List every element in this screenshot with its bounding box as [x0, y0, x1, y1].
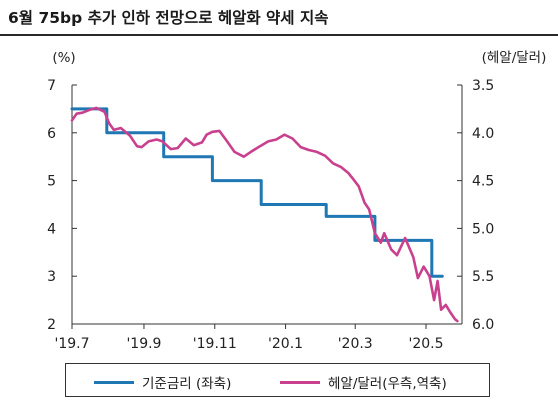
legend-swatch-brl-usd — [280, 381, 320, 384]
right-axis-unit: (헤알/달러) — [482, 50, 547, 66]
left-tick-label: 3 — [47, 269, 56, 285]
left-tick-label: 2 — [47, 317, 56, 333]
left-tick-label: 4 — [47, 221, 56, 237]
x-tick-label: '20.1 — [268, 336, 303, 352]
right-tick-label: 5.5 — [472, 269, 494, 285]
legend-swatch-policy-rate — [94, 381, 134, 384]
legend-label-policy-rate: 기준금리 (좌축) — [142, 376, 232, 392]
right-tick-label: 4.5 — [472, 174, 494, 190]
x-tick-label: '20.5 — [409, 336, 444, 352]
left-tick-label: 7 — [47, 78, 56, 94]
x-tick-label: '19.11 — [193, 336, 237, 352]
chart-legend: 기준금리 (좌축) 헤알/달러(우측,역축) — [65, 363, 490, 397]
x-tick-label: '19.9 — [126, 336, 161, 352]
left-tick-label: 6 — [47, 126, 56, 142]
right-tick-label: 6.0 — [472, 317, 494, 333]
chart-title: 6월 75bp 추가 인하 전망으로 헤알화 약세 지속 — [8, 9, 329, 27]
brl-usd-line — [70, 106, 459, 323]
right-tick-label: 4.0 — [472, 126, 494, 142]
right-tick-label: 3.5 — [472, 78, 494, 94]
x-tick-label: '20.3 — [338, 336, 373, 352]
right-tick-label: 5.0 — [472, 221, 494, 237]
x-tick-label: '19.7 — [54, 336, 89, 352]
left-axis-unit: (%) — [52, 50, 75, 66]
left-tick-label: 5 — [47, 174, 56, 190]
legend-label-brl-usd: 헤알/달러(우측,역축) — [328, 376, 447, 392]
title-divider — [0, 34, 558, 36]
